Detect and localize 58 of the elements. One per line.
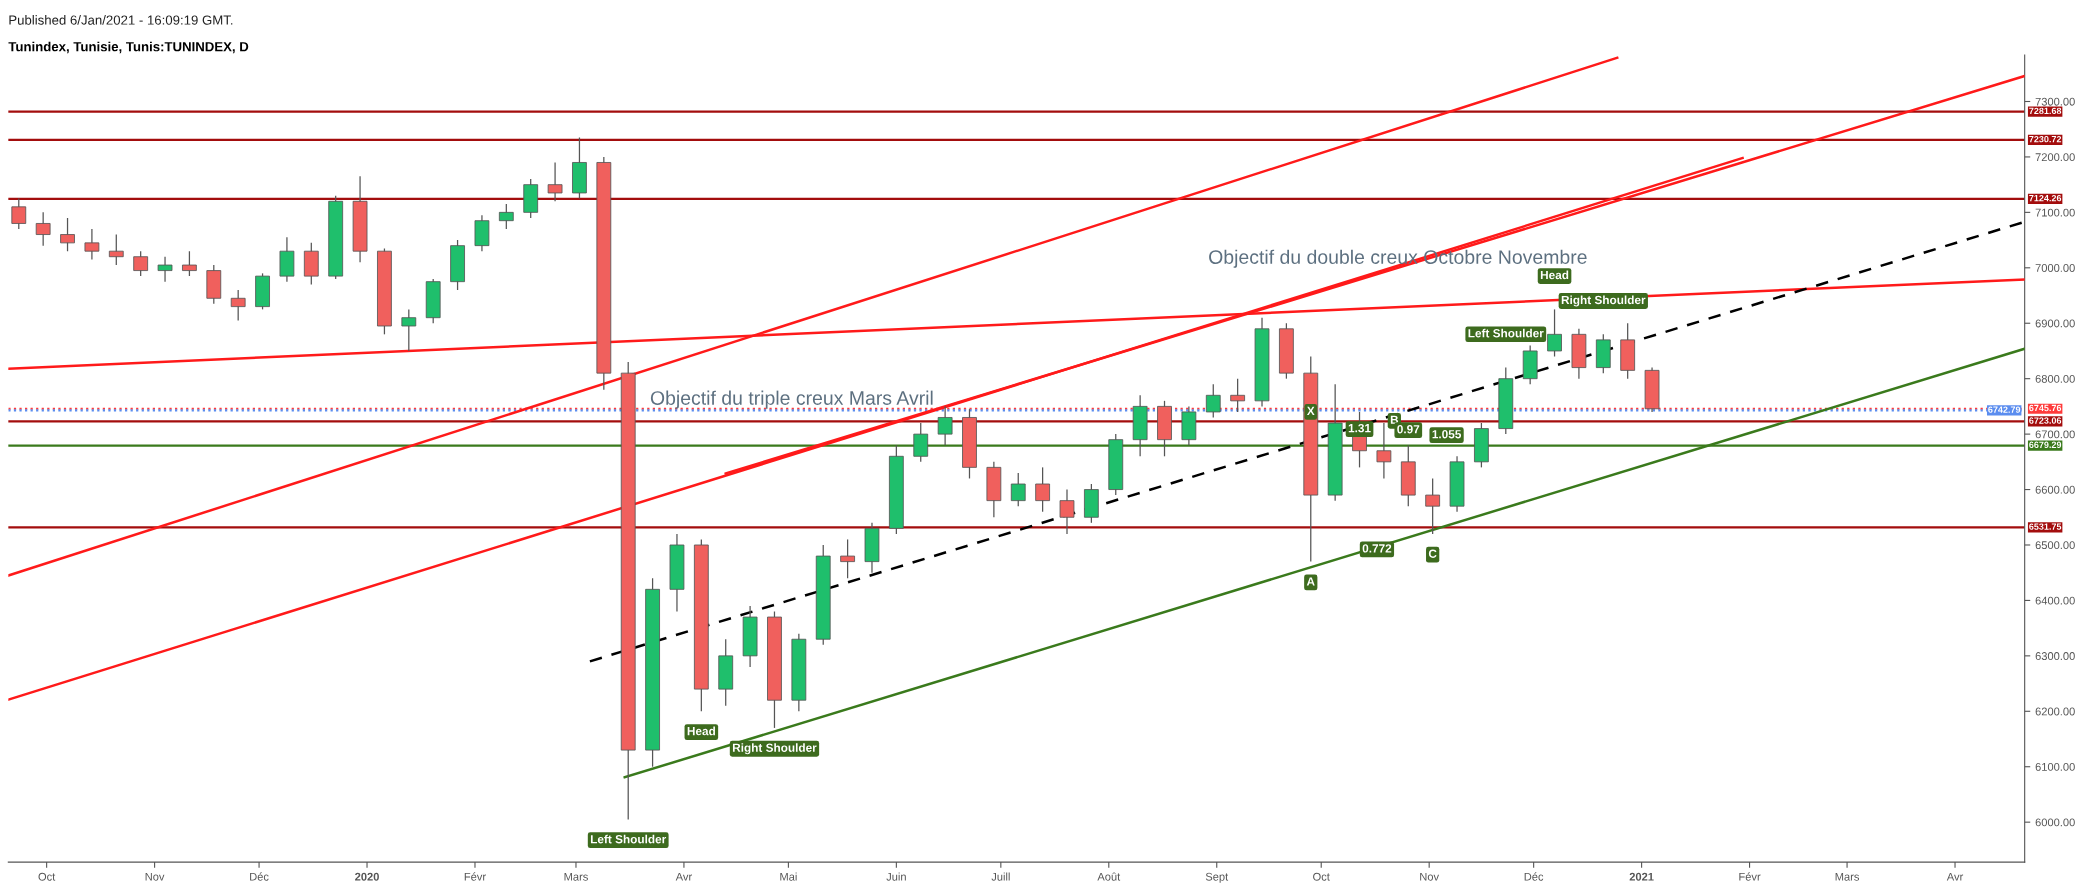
annotation: Right Shoulder [1561,295,1646,307]
annotation: 0.97 [1397,425,1420,434]
annotation: X [1306,406,1315,415]
ref-line-label: 7124.26 [2029,194,2062,202]
y-tick-label: 6100.00 [2035,763,2075,771]
annotation: Head [1540,270,1569,280]
x-tick-label: Déc [1524,872,1544,881]
ref-line-label: 7281.68 [2029,107,2062,115]
y-tick-label: 6700.00 [2035,430,2075,439]
y-tick-label: 6300.00 [2035,652,2075,660]
x-tick-label: Mai [780,872,797,881]
annotation: A [1306,577,1315,586]
x-tick-label: Juill [991,872,1010,881]
y-tick-label: 6900.00 [2035,319,2075,328]
ref-line-label: 6531.75 [2029,523,2062,530]
x-tick-label: Mars [1835,872,1860,881]
ref-line-label: 6745.76 [2029,404,2062,412]
annotation: Objectif du triple creux Mars Avril [650,390,933,409]
annotation: 1.055 [1432,430,1462,439]
x-tick-label: 2021 [1629,872,1654,881]
y-tick-label: 6000.00 [2035,818,2075,827]
y-tick-label: 7300.00 [2035,97,2075,106]
annotation: Right Shoulder [732,743,817,755]
annotation: 0.772 [1362,544,1392,553]
x-tick-label: Mars [564,872,588,881]
x-tick-label: Juin [886,872,906,881]
ref-line-label: 6679.29 [2029,441,2062,449]
x-tick-label: Oct [38,872,56,881]
y-tick-label: 6200.00 [2035,707,2075,716]
annotation: 1.31 [1348,423,1371,433]
annotation: Head [687,726,715,736]
annotation: C [1428,549,1437,558]
ref-line-label: 7230.72 [2029,135,2062,143]
ref-line-label: 6742.79 [1988,406,2021,413]
x-tick-label: Nov [145,872,165,881]
annotation: Left Shoulder [590,834,667,844]
x-tick-label: Avr [675,872,692,881]
y-tick-label: 7200.00 [2035,153,2075,162]
y-tick-label: 6600.00 [2035,485,2075,494]
y-tick-label: 6400.00 [2035,596,2075,605]
y-tick-label: 7000.00 [2035,264,2075,272]
ref-line-label: 6723.06 [2029,417,2062,424]
text: Published 6/Jan/2021 - 16:09:19 GMT. [9,15,233,25]
x-tick-label: Avr [1946,872,1964,881]
x-tick-label: Févr [464,872,486,881]
chart-title: Tunindex, Tunisie, Tunis:TUNINDEX, D [8,41,249,54]
y-tick-label: 6500.00 [2035,541,2075,550]
annotation: B [1390,415,1399,424]
y-tick-label: 7100.00 [2035,208,2075,217]
x-tick-label: Août [1097,872,1121,881]
x-tick-label: Sept [1205,872,1229,883]
x-tick-label: Févr [1739,872,1761,881]
x-tick-label: Oct [1313,872,1330,881]
x-tick-label: 2020 [355,872,379,881]
y-tick-label: 6800.00 [2035,374,2075,383]
x-tick-label: Déc [250,872,269,881]
annotation: Left Shoulder [1468,328,1544,338]
x-tick-label: Nov [1420,872,1440,881]
